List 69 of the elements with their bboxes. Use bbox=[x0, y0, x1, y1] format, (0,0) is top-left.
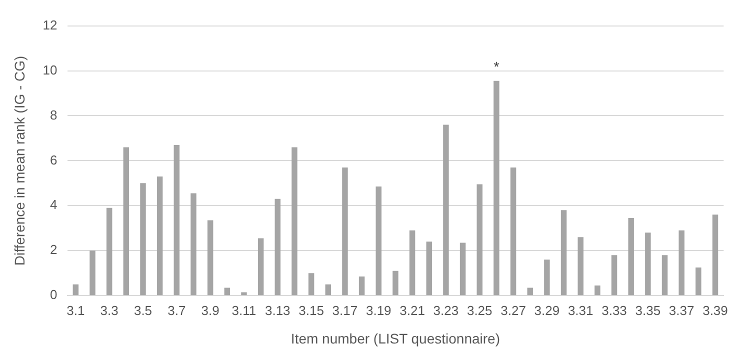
bar bbox=[90, 250, 96, 296]
x-tick-label: 3.27 bbox=[500, 302, 526, 318]
bar bbox=[376, 186, 382, 296]
y-tick-label: 2 bbox=[50, 242, 58, 258]
x-tick-label: 3.35 bbox=[635, 302, 661, 318]
bar bbox=[140, 183, 146, 296]
bar bbox=[123, 147, 130, 296]
x-tick-label: 3.19 bbox=[366, 302, 392, 318]
bar bbox=[106, 208, 112, 296]
x-tick-label: 3.31 bbox=[568, 302, 594, 318]
x-tick-label: 3.37 bbox=[668, 302, 694, 318]
x-tick-label: 3.15 bbox=[298, 302, 324, 318]
x-tick-label: 3.39 bbox=[702, 302, 728, 318]
y-axis-title: Difference in mean rank (IG - CG) bbox=[11, 56, 28, 266]
y-tick-label: 6 bbox=[50, 152, 58, 168]
bar bbox=[392, 270, 398, 296]
bar bbox=[156, 176, 163, 296]
bar bbox=[174, 144, 180, 296]
bar bbox=[325, 284, 332, 296]
bar bbox=[443, 124, 449, 296]
bar bbox=[409, 230, 416, 296]
bar bbox=[611, 255, 618, 296]
bar bbox=[207, 220, 214, 296]
bar bbox=[662, 255, 668, 296]
x-tick-label: 3.33 bbox=[602, 302, 627, 318]
bar bbox=[358, 276, 365, 296]
x-tick-label: 3.9 bbox=[201, 302, 220, 318]
annotation: * bbox=[494, 58, 500, 75]
x-tick-label: 3.11 bbox=[232, 302, 256, 318]
bar bbox=[426, 242, 432, 296]
y-tick-label: 12 bbox=[42, 17, 58, 32]
bar bbox=[628, 218, 634, 296]
bar bbox=[241, 292, 247, 296]
y-tick-label: 0 bbox=[50, 287, 58, 302]
x-tick-label: 3.25 bbox=[466, 302, 492, 318]
bar bbox=[594, 285, 600, 296]
bar bbox=[494, 80, 500, 296]
bar bbox=[342, 167, 348, 296]
bar bbox=[544, 260, 550, 296]
x-tick-label: 3.7 bbox=[168, 302, 186, 318]
x-tick-label: 3.17 bbox=[332, 302, 358, 318]
bar bbox=[476, 184, 482, 296]
x-tick-label: 3.13 bbox=[264, 302, 290, 318]
x-tick-label: 3.29 bbox=[534, 302, 560, 318]
x-tick-label: 3.1 bbox=[66, 302, 85, 318]
bar bbox=[72, 284, 79, 296]
x-axis-title: Item number (LIST questionnaire) bbox=[290, 330, 500, 346]
bar bbox=[292, 147, 298, 296]
x-tick-label: 3.3 bbox=[100, 302, 118, 318]
bar bbox=[510, 167, 516, 296]
bar bbox=[460, 242, 466, 296]
bar bbox=[274, 198, 281, 296]
bar bbox=[224, 288, 230, 296]
bar bbox=[696, 267, 702, 296]
bar bbox=[678, 230, 684, 296]
bar bbox=[190, 193, 196, 296]
bar bbox=[258, 238, 264, 296]
x-tick-label: 3.5 bbox=[134, 302, 152, 318]
bar bbox=[308, 273, 314, 296]
bar bbox=[527, 288, 533, 296]
bar bbox=[560, 210, 567, 296]
bar bbox=[578, 237, 584, 296]
y-tick-label: 10 bbox=[42, 62, 58, 78]
y-tick-label: 8 bbox=[50, 107, 58, 122]
y-tick-label: 4 bbox=[50, 197, 58, 212]
x-tick-label: 3.21 bbox=[400, 302, 425, 318]
bar bbox=[712, 214, 718, 296]
bar bbox=[645, 232, 651, 296]
x-tick-label: 3.23 bbox=[433, 302, 459, 318]
